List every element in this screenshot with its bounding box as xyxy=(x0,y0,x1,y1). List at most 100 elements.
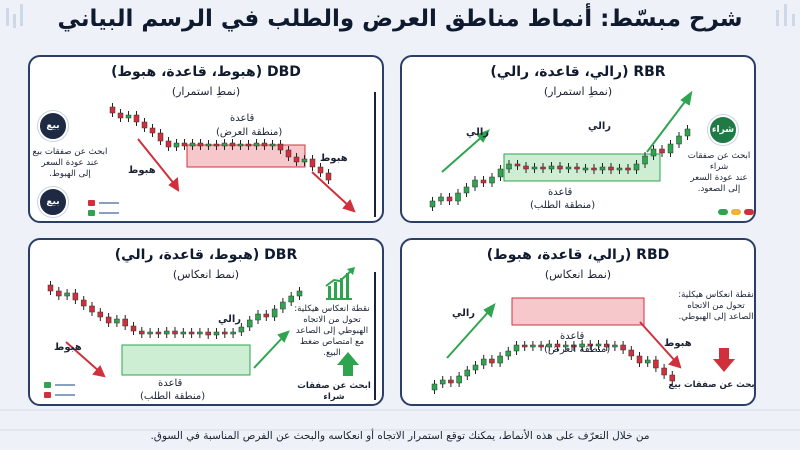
rbd-base-label: قاعدة xyxy=(560,331,585,342)
rbr-rally1-label: رالي xyxy=(466,127,490,138)
dbd-drop2-label: هبوط xyxy=(320,153,348,164)
candle xyxy=(497,168,504,178)
candle xyxy=(429,200,436,208)
candle xyxy=(446,196,453,202)
candle xyxy=(472,364,479,371)
candle xyxy=(317,166,324,174)
candle xyxy=(261,142,268,147)
candle xyxy=(149,127,156,134)
candle xyxy=(554,343,561,348)
candle xyxy=(197,331,203,335)
candle xyxy=(114,318,120,324)
rbr-subtitle: (نمطِ استمرار) xyxy=(543,85,613,98)
candle xyxy=(205,331,211,336)
candle xyxy=(489,358,495,364)
candle xyxy=(56,290,62,297)
dbd-title: DBD (هبوط، قاعدة، هبوط) xyxy=(111,64,301,80)
chart-up-icon xyxy=(326,298,352,300)
card-rbd: RBD (رالي، قاعدة، هبوط) (نمط انعكاس) رال… xyxy=(400,238,756,406)
candle xyxy=(105,316,112,324)
rally-arrow xyxy=(253,335,285,369)
candle xyxy=(139,330,145,335)
drop-arrow xyxy=(65,341,101,373)
dbd-legend xyxy=(88,200,119,220)
candle xyxy=(80,299,87,307)
candle xyxy=(141,121,148,129)
candle xyxy=(238,326,245,333)
sell-badge: بيع xyxy=(38,111,68,141)
candle xyxy=(642,155,648,165)
candle xyxy=(505,350,512,357)
dbr-base-label: قاعدة xyxy=(158,378,183,389)
candle xyxy=(480,179,487,184)
rally-arrow xyxy=(446,309,491,359)
candle xyxy=(221,142,228,147)
candle xyxy=(557,165,563,170)
candle xyxy=(463,186,470,194)
candle xyxy=(489,176,495,184)
candle xyxy=(237,143,244,147)
candle xyxy=(514,163,521,167)
candle xyxy=(47,284,54,292)
candle xyxy=(676,135,682,145)
demand-zone xyxy=(121,344,251,376)
candle xyxy=(625,167,631,171)
candle xyxy=(497,355,503,364)
candle xyxy=(538,344,544,348)
dbd-zone-label: (منطقة العرض) xyxy=(216,127,283,138)
rbd-chart xyxy=(431,297,735,394)
dbd-base-label: قاعدة xyxy=(230,113,255,124)
card-dbd: DBD (هبوط، قاعدة، هبوط) (نمطِ استمرار) ه… xyxy=(28,55,384,223)
candle xyxy=(245,143,252,147)
dbd-side-text: ابحث عن صفقات بيع عند عودة السعر إلى الهبو… xyxy=(32,147,108,179)
candle xyxy=(189,142,196,147)
rbr-rally2-label: رالي xyxy=(588,121,612,132)
dbr-rally-label: رالي xyxy=(218,314,242,325)
candle xyxy=(530,344,536,348)
candle xyxy=(480,358,487,366)
candle xyxy=(513,344,520,352)
candle xyxy=(571,344,577,348)
candle xyxy=(122,318,128,327)
dbr-subtitle: (نمط انعكاس) xyxy=(172,268,240,281)
candle xyxy=(125,114,132,119)
candle xyxy=(64,292,70,297)
candle xyxy=(72,292,79,301)
dbd-subtitle: (نمطِ استمرار) xyxy=(171,85,241,98)
drop-arrow xyxy=(639,321,677,363)
candle xyxy=(587,343,594,347)
dbd-chart xyxy=(109,92,376,217)
dbr-action: ابحث عن صفقات شراء xyxy=(297,381,371,402)
candle xyxy=(574,166,580,170)
candle xyxy=(523,165,529,170)
dbr-title: DBR (هبوط، قاعدة، رالي) xyxy=(114,247,298,263)
drop-arrow xyxy=(137,138,176,186)
rbd-action: ابحث عن صفقات بيع xyxy=(668,380,756,390)
candle xyxy=(230,331,236,335)
candle xyxy=(439,379,446,385)
candle xyxy=(325,172,332,181)
candle xyxy=(133,114,140,123)
candle xyxy=(109,106,116,114)
candle xyxy=(213,143,220,147)
candle xyxy=(285,149,292,158)
candle xyxy=(197,142,204,147)
candle xyxy=(636,355,643,364)
card-dbr: DBR (هبوط، قاعدة، رالي) (نمط انعكاس) هبو… xyxy=(28,238,384,406)
card-rbr: RBR (رالي، قاعدة، رالي) (نمطِ استمرار) ر… xyxy=(400,55,756,223)
rbr-side-text: ابحث عن صفقات شراء عند عودة السعر إلى الصع… xyxy=(687,151,751,194)
rbr-title: RBR (رالي، قاعدة، رالي) xyxy=(490,64,666,80)
candle xyxy=(628,349,635,357)
candle xyxy=(188,331,195,335)
rally-arrow-2 xyxy=(646,98,688,153)
candle xyxy=(633,163,640,171)
candle xyxy=(97,311,104,318)
dbr-legend xyxy=(44,382,75,402)
candle xyxy=(521,344,528,348)
candle xyxy=(117,112,124,119)
candle xyxy=(595,343,602,347)
candle xyxy=(89,305,95,313)
candle xyxy=(562,344,569,348)
candle xyxy=(548,165,555,170)
candle xyxy=(644,359,651,364)
